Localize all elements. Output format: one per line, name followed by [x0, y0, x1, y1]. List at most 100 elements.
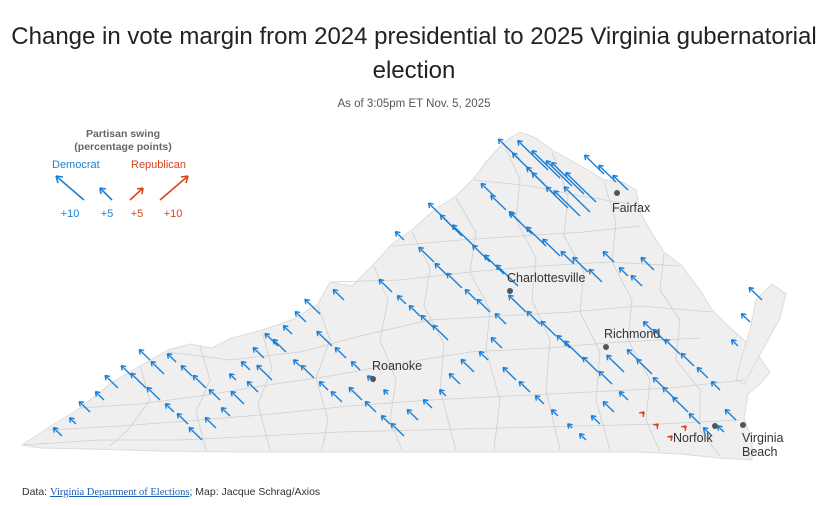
swing-arrowhead [460, 358, 467, 365]
swing-arrow [252, 346, 265, 359]
swing-arrowhead [438, 389, 445, 395]
swing-arrowhead [526, 166, 532, 173]
swing-arrow [69, 417, 77, 425]
swing-arrowhead [606, 354, 612, 361]
swing-arrowhead [652, 376, 659, 383]
swing-arrowhead [578, 433, 585, 439]
legend-democrat-label: Democrat [52, 159, 100, 171]
swing-arrow [590, 415, 601, 425]
swing-arrowhead [52, 426, 59, 433]
swing-arrowhead [508, 210, 515, 217]
swing-arrowhead [563, 340, 570, 347]
swing-arrowhead [497, 138, 504, 145]
swing-arrow [672, 396, 689, 413]
swing-arrowhead [146, 386, 153, 393]
swing-arrowhead [502, 366, 509, 373]
swing-arrow [618, 391, 629, 401]
source-suffix: ; Map: Jacque Schrag/Axios [189, 486, 321, 498]
swing-arrow [526, 310, 541, 325]
swing-arrowhead [230, 390, 237, 397]
chart-subtitle: As of 3:05pm ET Nov. 5, 2025 [337, 98, 491, 110]
swing-arrowhead [534, 394, 541, 401]
swing-arrow [565, 172, 597, 203]
city-dot-virginia-beach [740, 422, 746, 428]
swing-arrowhead [598, 370, 605, 377]
swing-arrow [164, 403, 175, 413]
swing-arrowhead [396, 294, 403, 301]
swing-arrowhead [292, 359, 299, 365]
swing-arrowhead [350, 360, 357, 367]
swing-arrowhead [228, 373, 235, 379]
swing-arrowhead [518, 380, 525, 387]
swing-arrow [94, 391, 105, 401]
swing-arrowhead [642, 320, 649, 327]
legend-value-dem-10: +10 [60, 208, 80, 220]
swing-arrow [420, 314, 435, 329]
swing-arrow [612, 174, 629, 191]
swing-arrow [364, 400, 377, 413]
swing-arrowhead [664, 338, 671, 345]
swing-arrowhead [688, 412, 695, 419]
swing-arrow [630, 274, 643, 287]
city-markers [370, 190, 746, 429]
swing-arrowhead [282, 324, 289, 331]
city-label-richmond: Richmond [604, 327, 661, 341]
swing-arrowhead [78, 400, 85, 407]
swing-arrow [664, 338, 681, 355]
swing-arrowhead [490, 194, 497, 201]
swing-arrow [208, 388, 221, 401]
swing-arrow [52, 427, 63, 437]
legend-arrow-dem-5 [99, 187, 113, 201]
swing-arrowhead [378, 278, 385, 285]
swing-arrow [572, 256, 589, 273]
swing-arrowhead [560, 250, 567, 257]
swing-arrow [540, 320, 557, 337]
swing-arrowhead [256, 364, 263, 371]
swing-arrow [304, 298, 321, 315]
swing-arrow [696, 366, 709, 379]
state-outline [20, 131, 771, 461]
swing-arrowhead [448, 372, 455, 379]
swing-arrowhead [318, 380, 325, 387]
city-label-norfolk: Norfolk [673, 431, 713, 445]
swing-arrow [642, 321, 653, 331]
swing-arrow [293, 359, 301, 367]
city-dot-norfolk [712, 423, 718, 429]
city-label-roanoke: Roanoke [372, 359, 423, 373]
swing-arrow [448, 372, 461, 385]
swing-arrow [545, 186, 569, 209]
legend-arrow-rep-5 [129, 187, 144, 201]
swing-arrow [390, 422, 405, 437]
swing-arrowhead [652, 328, 659, 335]
swing-arrow [350, 361, 361, 371]
swing-arrowhead [483, 254, 490, 261]
swing-arrow [378, 278, 393, 293]
swing-arrowhead [582, 356, 589, 363]
swing-arrow [476, 298, 491, 313]
swing-arrow [531, 150, 561, 179]
swing-arrowhead [464, 288, 471, 295]
swing-arrowhead [556, 334, 563, 341]
swing-arrowhead [588, 268, 595, 275]
swing-arrowhead [476, 298, 483, 305]
swing-arrowhead [545, 186, 552, 193]
swing-arrow [478, 351, 489, 361]
swing-arrowhead [439, 214, 446, 221]
swing-arrowhead [478, 350, 485, 357]
swing-arrowhead [680, 352, 687, 359]
swing-arrowhead [672, 396, 679, 403]
swing-arrow [180, 364, 193, 377]
source-link[interactable]: Virginia Department of Elections [50, 487, 190, 498]
swing-arrow [731, 339, 739, 347]
swing-arrow [602, 400, 615, 413]
swing-arrowhead [427, 202, 434, 209]
swing-arrowhead [508, 294, 514, 301]
swing-arrowhead [192, 374, 199, 381]
swing-arrow [406, 408, 419, 421]
swing-arrow [545, 160, 573, 187]
swing-arrow [300, 364, 315, 379]
swing-arrowhead [204, 416, 211, 423]
swing-arrow [434, 262, 449, 277]
swing-arrowhead [364, 400, 371, 407]
swing-arrowhead [636, 358, 643, 365]
